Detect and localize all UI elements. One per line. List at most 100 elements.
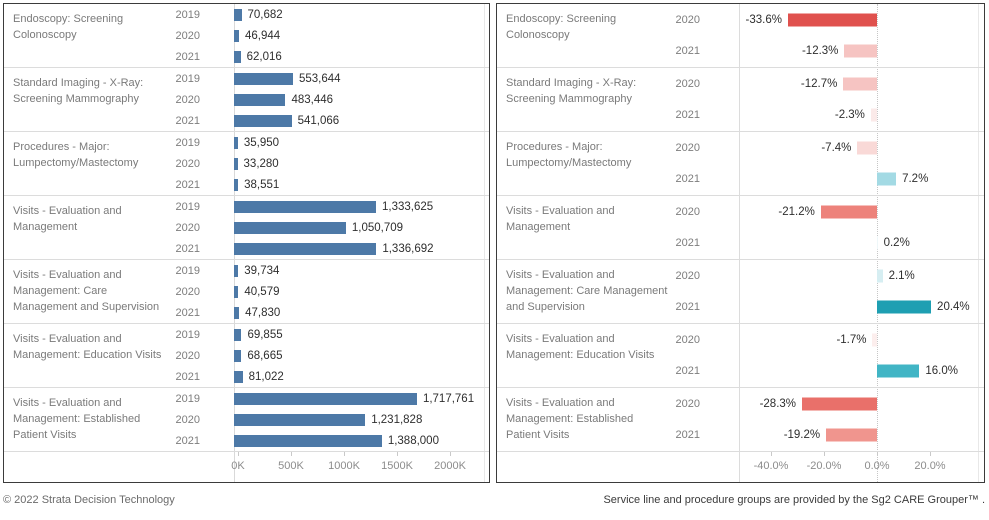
- chart-row: 2021 1,336,692: [173, 238, 489, 259]
- change-bar[interactable]: [787, 13, 877, 27]
- value-label: 39,734: [244, 264, 280, 277]
- pane-right-edge-line: [484, 4, 485, 482]
- volume-bar[interactable]: [234, 413, 366, 426]
- chart-row: 2021 541,066: [173, 110, 489, 131]
- volume-bar[interactable]: [234, 50, 241, 63]
- change-bar[interactable]: [870, 108, 877, 122]
- chart-row: 2019 553,644: [173, 68, 489, 89]
- chart-row: 2021 0.2%: [670, 228, 984, 260]
- change-bar[interactable]: [877, 300, 932, 314]
- category-label: Visits - Evaluation and Management: Care…: [13, 269, 160, 313]
- value-label: 81,022: [248, 370, 284, 383]
- chart-row: 2020 68,665: [173, 345, 489, 366]
- value-label: -21.2%: [778, 205, 815, 218]
- volume-bar[interactable]: [234, 434, 382, 447]
- chart-row: 2020 -33.6%: [670, 4, 984, 36]
- value-label: 16.0%: [925, 365, 958, 378]
- value-label: 47,830: [245, 306, 281, 319]
- value-label: 1,336,692: [382, 242, 434, 255]
- year-label: 2021: [675, 173, 700, 186]
- category-label: Procedures - Major: Lumpectomy/Mastectom…: [13, 141, 139, 169]
- axis-tick-label: 2000K: [434, 460, 466, 472]
- change-bar[interactable]: [857, 141, 877, 155]
- axis-tick: [450, 452, 451, 456]
- volume-bar[interactable]: [234, 136, 238, 149]
- volume-bar[interactable]: [234, 264, 239, 277]
- value-label: -28.3%: [759, 397, 797, 410]
- volume-bar[interactable]: [234, 114, 292, 127]
- chart-row-group: Visits - Evaluation and Management: Esta…: [497, 388, 984, 452]
- value-label: 68,665: [247, 349, 283, 362]
- volume-bar[interactable]: [234, 200, 377, 213]
- value-label: 0.2%: [883, 237, 910, 250]
- change-bar[interactable]: [820, 205, 877, 219]
- chart-row: 2020 1,231,828: [173, 409, 489, 430]
- chart-row: 2021 -19.2%: [670, 420, 984, 452]
- change-bar[interactable]: [877, 172, 897, 186]
- chart-row: 2020 -7.4%: [670, 132, 984, 164]
- value-label: 20.4%: [937, 301, 970, 314]
- volume-bar[interactable]: [234, 157, 238, 170]
- volume-bar[interactable]: [234, 370, 243, 383]
- category-label: Visits - Evaluation and Management: Educ…: [13, 333, 162, 361]
- year-label: 2019: [175, 328, 200, 341]
- change-bar[interactable]: [877, 269, 883, 283]
- category-label: Standard Imaging - X-Ray: Screening Mamm…: [13, 77, 144, 105]
- percent-chart-groups: Endoscopy: Screening Colonoscopy 2020 -33.…: [497, 4, 984, 452]
- year-label: 2020: [675, 77, 700, 90]
- change-bar[interactable]: [872, 333, 877, 347]
- category-label: Visits - Evaluation and Management: [13, 205, 122, 233]
- volume-bar[interactable]: [234, 306, 240, 319]
- pane-right-edge-line: [978, 4, 979, 482]
- volume-bar[interactable]: [234, 93, 286, 106]
- year-label: 2021: [175, 50, 200, 63]
- category-label: Visits - Evaluation and Management: [506, 205, 615, 233]
- volume-chart-groups: Endoscopy: Screening Colonoscopy 2019 70,6…: [4, 4, 489, 452]
- year-label: 2019: [175, 8, 200, 21]
- year-label: 2019: [175, 392, 200, 405]
- volume-bar[interactable]: [234, 221, 346, 234]
- volume-bar[interactable]: [234, 349, 242, 362]
- axis-tick-label: 20.0%: [914, 460, 946, 472]
- value-label: 483,446: [291, 93, 334, 106]
- change-bar[interactable]: [802, 397, 877, 411]
- volume-bar[interactable]: [234, 392, 417, 405]
- category-label: Visits - Evaluation and Management: Esta…: [13, 397, 141, 441]
- chart-row-group: Visits - Evaluation and Management 2020 -2…: [497, 196, 984, 260]
- attribution-text: Service line and procedure groups are pr…: [603, 494, 985, 506]
- chart-row-group: Endoscopy: Screening Colonoscopy 2020 -33.…: [497, 4, 984, 68]
- value-label: 62,016: [246, 50, 282, 63]
- volume-bar[interactable]: [234, 72, 293, 85]
- chart-row: 2020 33,280: [173, 153, 489, 174]
- chart-row-group: Visits - Evaluation and Management: Esta…: [4, 388, 489, 452]
- volume-bar[interactable]: [234, 242, 377, 255]
- volume-bar[interactable]: [234, 328, 242, 341]
- axis-tick: [344, 452, 345, 456]
- change-bar[interactable]: [843, 77, 877, 91]
- chart-row: 2020 40,579: [173, 281, 489, 302]
- year-label: 2021: [175, 370, 200, 383]
- chart-row: 2021 62,016: [173, 46, 489, 67]
- chart-row: 2019 1,717,761: [173, 388, 489, 409]
- year-label: 2021: [675, 109, 700, 122]
- year-label: 2020: [175, 93, 200, 106]
- chart-row: 2021 16.0%: [670, 356, 984, 388]
- volume-bar[interactable]: [234, 29, 239, 42]
- value-label: 2.1%: [888, 269, 915, 282]
- value-label: 1,717,761: [422, 392, 475, 405]
- year-label: 2021: [675, 45, 700, 58]
- volume-bar[interactable]: [234, 285, 239, 298]
- axis-tick-label: 1500K: [381, 460, 413, 472]
- chart-row-group: Visits - Evaluation and Management 2019 1,…: [4, 196, 489, 260]
- chart-row: 2019 69,855: [173, 324, 489, 345]
- chart-row-group: Standard Imaging - X-Ray: Screening Mamm…: [4, 68, 489, 132]
- volume-bar[interactable]: [234, 8, 242, 21]
- value-label: 70,682: [247, 8, 283, 21]
- change-bar[interactable]: [826, 428, 877, 442]
- change-bar[interactable]: [877, 364, 920, 378]
- change-bar[interactable]: [877, 236, 878, 250]
- year-label: 2021: [175, 306, 200, 319]
- chart-row-group: Standard Imaging - X-Ray: Screening Mamm…: [497, 68, 984, 132]
- change-bar[interactable]: [844, 44, 877, 58]
- volume-bar[interactable]: [234, 178, 239, 191]
